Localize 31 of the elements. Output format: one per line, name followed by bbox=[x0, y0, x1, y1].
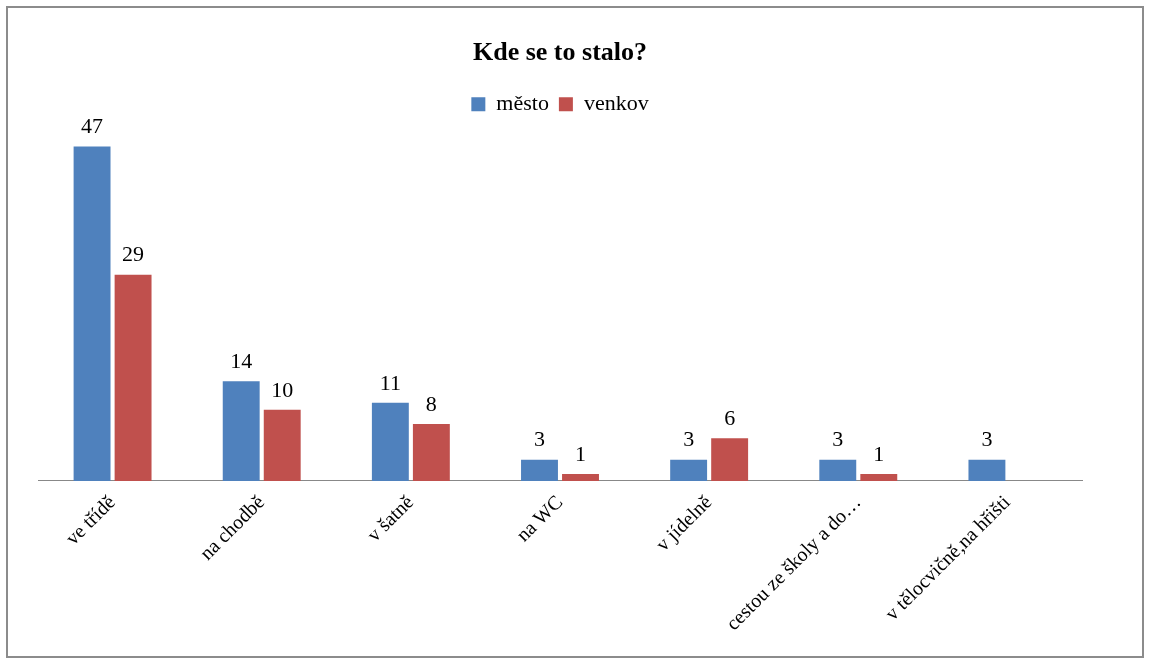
bar bbox=[263, 409, 301, 481]
bar bbox=[860, 473, 898, 481]
chart-title: Kde se to stalo? bbox=[472, 37, 648, 67]
data-label: 3 bbox=[683, 426, 695, 452]
bar bbox=[670, 459, 708, 481]
legend-label: město bbox=[496, 89, 549, 115]
data-label: 29 bbox=[122, 241, 145, 267]
data-label: 6 bbox=[724, 405, 736, 431]
bar bbox=[562, 473, 599, 481]
bar bbox=[114, 274, 152, 481]
legend-label: venkov bbox=[583, 89, 649, 115]
data-label: 8 bbox=[425, 390, 437, 416]
data-label: 1 bbox=[873, 440, 885, 466]
data-label: 14 bbox=[230, 348, 253, 374]
data-label: 3 bbox=[981, 426, 993, 452]
data-label: 3 bbox=[832, 426, 844, 452]
bar bbox=[819, 459, 857, 481]
data-label: 1 bbox=[575, 440, 587, 466]
data-label: 11 bbox=[379, 369, 401, 395]
x-tick-label: na WC bbox=[511, 490, 567, 546]
bar bbox=[968, 459, 1006, 481]
data-label: 10 bbox=[271, 376, 294, 402]
bar bbox=[711, 438, 749, 481]
data-label: 3 bbox=[533, 426, 545, 452]
data-label: 47 bbox=[81, 113, 104, 139]
bar bbox=[412, 424, 450, 481]
bar bbox=[73, 146, 111, 481]
bar bbox=[521, 459, 558, 481]
bar bbox=[371, 402, 409, 481]
bar bbox=[222, 381, 260, 481]
x-tick-label: ve třídě bbox=[60, 490, 120, 549]
